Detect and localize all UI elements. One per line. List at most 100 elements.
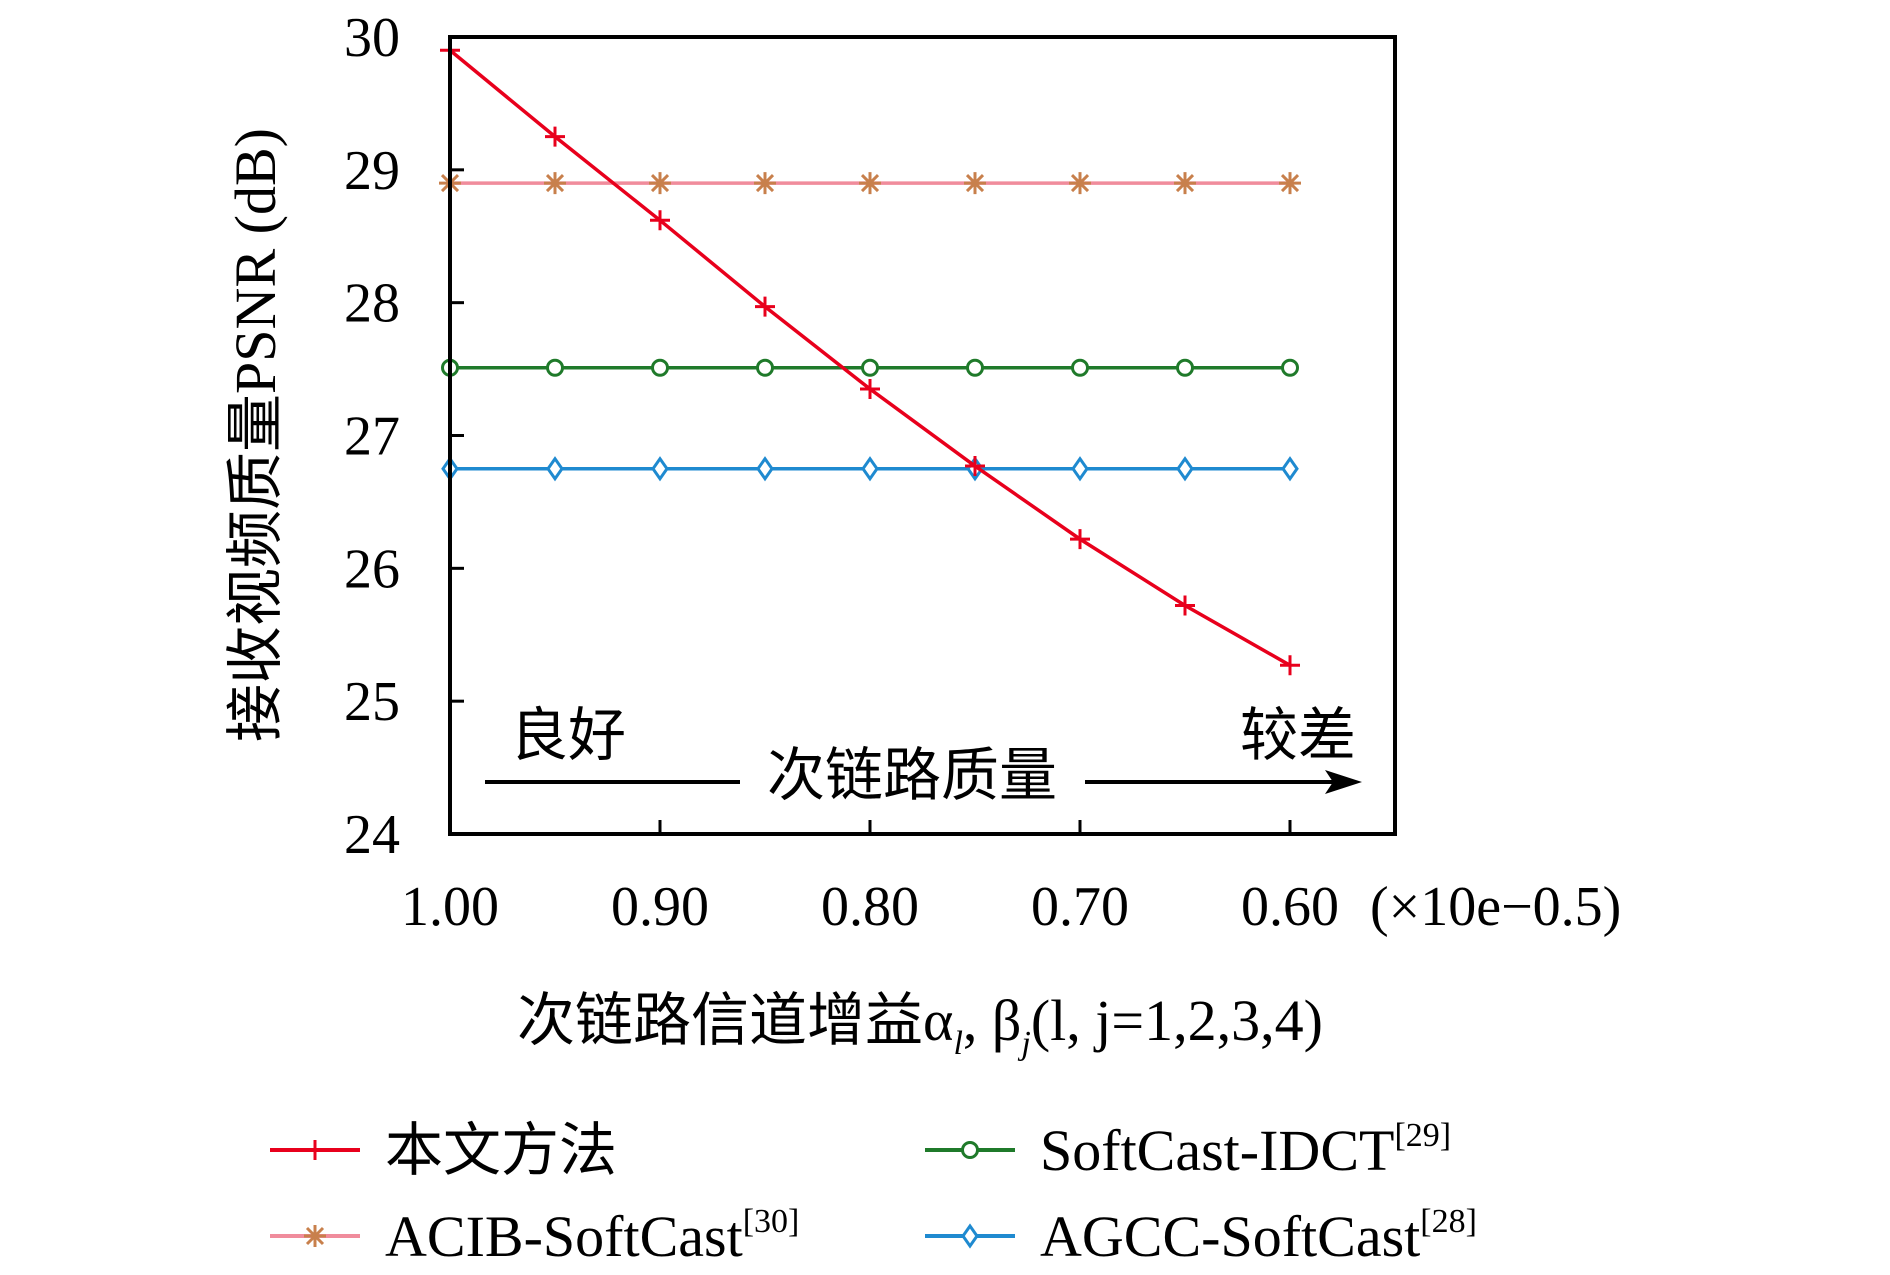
- series-3-point-4-shape: [861, 456, 879, 482]
- series-0-point-5: [965, 456, 985, 477]
- series-0-point-4-shape: [860, 379, 880, 400]
- series-0-point-8: [1280, 655, 1300, 676]
- series-3-point-7: [1176, 456, 1194, 482]
- legend-swatch-marker-3: [961, 1223, 979, 1249]
- series-0-point-7: [1175, 595, 1195, 616]
- series-3-point-6-shape: [1071, 456, 1089, 482]
- legend-label-0: 本文方法: [385, 1118, 617, 1183]
- y-tick-label-4: 28: [344, 273, 400, 335]
- series-3-point-8-shape: [1281, 456, 1299, 482]
- legend-label-1: ACIB-SoftCast[30]: [385, 1203, 799, 1269]
- series-2-point-7-shape: [1176, 358, 1194, 377]
- series-2-point-2: [651, 358, 669, 377]
- legend-item-2: SoftCast-IDCT[29]: [925, 1117, 1451, 1183]
- series-0-point-1-shape: [545, 126, 565, 147]
- y-tick-label-2: 26: [344, 538, 400, 600]
- series-1-point-5-shape: [964, 172, 986, 195]
- series-0-point-2: [650, 210, 670, 231]
- series-0-point-6: [1070, 529, 1090, 550]
- y-tick-label-0: 24: [344, 804, 400, 866]
- series-1-point-1: [544, 172, 566, 195]
- series-2-point-6-shape: [1071, 358, 1089, 377]
- y-tick-label-6: 30: [344, 7, 400, 69]
- y-tick-label-1: 25: [344, 671, 400, 733]
- x-tick-label-3: 0.70: [1031, 876, 1129, 938]
- series-2-point-8-shape: [1281, 358, 1299, 377]
- series-1-point-2-shape: [649, 172, 671, 195]
- series-2-point-2-shape: [651, 358, 669, 377]
- series-2-point-4: [861, 358, 879, 377]
- series-2-point-7: [1176, 358, 1194, 377]
- series-0-line: [448, 48, 1291, 667]
- x-multiplier: (×10e−0.5): [1370, 876, 1621, 938]
- series-3-point-4: [861, 456, 879, 482]
- series-1-point-6-shape: [1069, 172, 1091, 195]
- series-1-point-7: [1174, 172, 1196, 195]
- legend: 本文方法 ACIB-SoftCast[30] SoftCast-IDCT[29] AG…: [270, 1117, 1477, 1269]
- legend-item-0: 本文方法: [270, 1118, 617, 1183]
- series-1-point-2: [649, 172, 671, 195]
- series-0-point-6-shape: [1070, 529, 1090, 550]
- series-1-point-3: [754, 172, 776, 195]
- legend-label-3: AGCC-SoftCast[28]: [1040, 1203, 1477, 1269]
- annotation-good: 良好: [510, 701, 626, 769]
- series-3-point-6: [1071, 456, 1089, 482]
- series-1-point-3-shape: [754, 172, 776, 195]
- series-2-point-3: [756, 358, 774, 377]
- series-2-point-8: [1281, 358, 1299, 377]
- y-tick-label-5: 29: [344, 140, 400, 202]
- arrow-head: [1325, 770, 1362, 794]
- legend-item-3: AGCC-SoftCast[28]: [925, 1203, 1477, 1269]
- x-tick-label-0: 1.00: [401, 876, 499, 938]
- annotation-quality: 次链路质量: [767, 741, 1057, 809]
- legend-swatch-marker-1-shape: [304, 1225, 326, 1247]
- series-2-point-1-shape: [546, 358, 564, 377]
- legend-swatch-marker-2-shape: [961, 1141, 979, 1159]
- y-tick-label-3: 27: [344, 406, 400, 468]
- series-layer: [439, 40, 1301, 676]
- series-3-point-1-shape: [546, 456, 564, 482]
- series-0-point-1: [545, 126, 565, 147]
- legend-item-1: ACIB-SoftCast[30]: [270, 1203, 799, 1269]
- series-3-point-8: [1281, 456, 1299, 482]
- y-axis-title: 接收视频质量PSNR (dB): [223, 128, 288, 742]
- series-1-point-1-shape: [544, 172, 566, 195]
- annotation-poor: 较差: [1240, 701, 1356, 769]
- series-3-point-3: [756, 456, 774, 482]
- series-1-point-4-shape: [859, 172, 881, 195]
- series-0-point-7-shape: [1175, 595, 1195, 616]
- series-3-point-2-shape: [651, 456, 669, 482]
- series-0-point-8-shape: [1280, 655, 1300, 676]
- series-2-point-6: [1071, 358, 1089, 377]
- series-0-point-4: [860, 379, 880, 400]
- series-2-point-3-shape: [756, 358, 774, 377]
- series-0-point-5-shape: [965, 456, 985, 477]
- series-3-point-3-shape: [756, 456, 774, 482]
- ticks-layer: 24 25 26 27 28 29 30 1.00 0.90 0.80 0.70 0.60: [344, 7, 1339, 938]
- legend-swatch-marker-0-shape: [305, 1140, 325, 1160]
- x-axis-title: 次链路信道增益αl, βj(l, j=1,2,3,4): [517, 988, 1323, 1062]
- x-tick-label-4: 0.60: [1241, 876, 1339, 938]
- series-1-point-4: [859, 172, 881, 195]
- series-1-point-7-shape: [1174, 172, 1196, 195]
- legend-label-2: SoftCast-IDCT[29]: [1040, 1117, 1451, 1183]
- series-2-point-4-shape: [861, 358, 879, 377]
- series-1-point-8-shape: [1279, 172, 1301, 195]
- series-1-point-8: [1279, 172, 1301, 195]
- x-tick-label-2: 0.80: [821, 876, 919, 938]
- series-1-point-6: [1069, 172, 1091, 195]
- series-2-point-5: [966, 358, 984, 377]
- legend-swatch-marker-3-shape: [961, 1223, 979, 1249]
- series-3-point-7-shape: [1176, 456, 1194, 482]
- series-0-point-2-shape: [650, 210, 670, 231]
- series-3-point-2: [651, 456, 669, 482]
- x-tick-label-1: 0.90: [611, 876, 709, 938]
- series-2-point-5-shape: [966, 358, 984, 377]
- series-1-point-5: [964, 172, 986, 195]
- series-2-point-1: [546, 358, 564, 377]
- legend-swatch-marker-1: [304, 1225, 326, 1247]
- series-3-point-1: [546, 456, 564, 482]
- series-0-point-3-shape: [755, 296, 775, 317]
- legend-swatch-marker-2: [961, 1141, 979, 1159]
